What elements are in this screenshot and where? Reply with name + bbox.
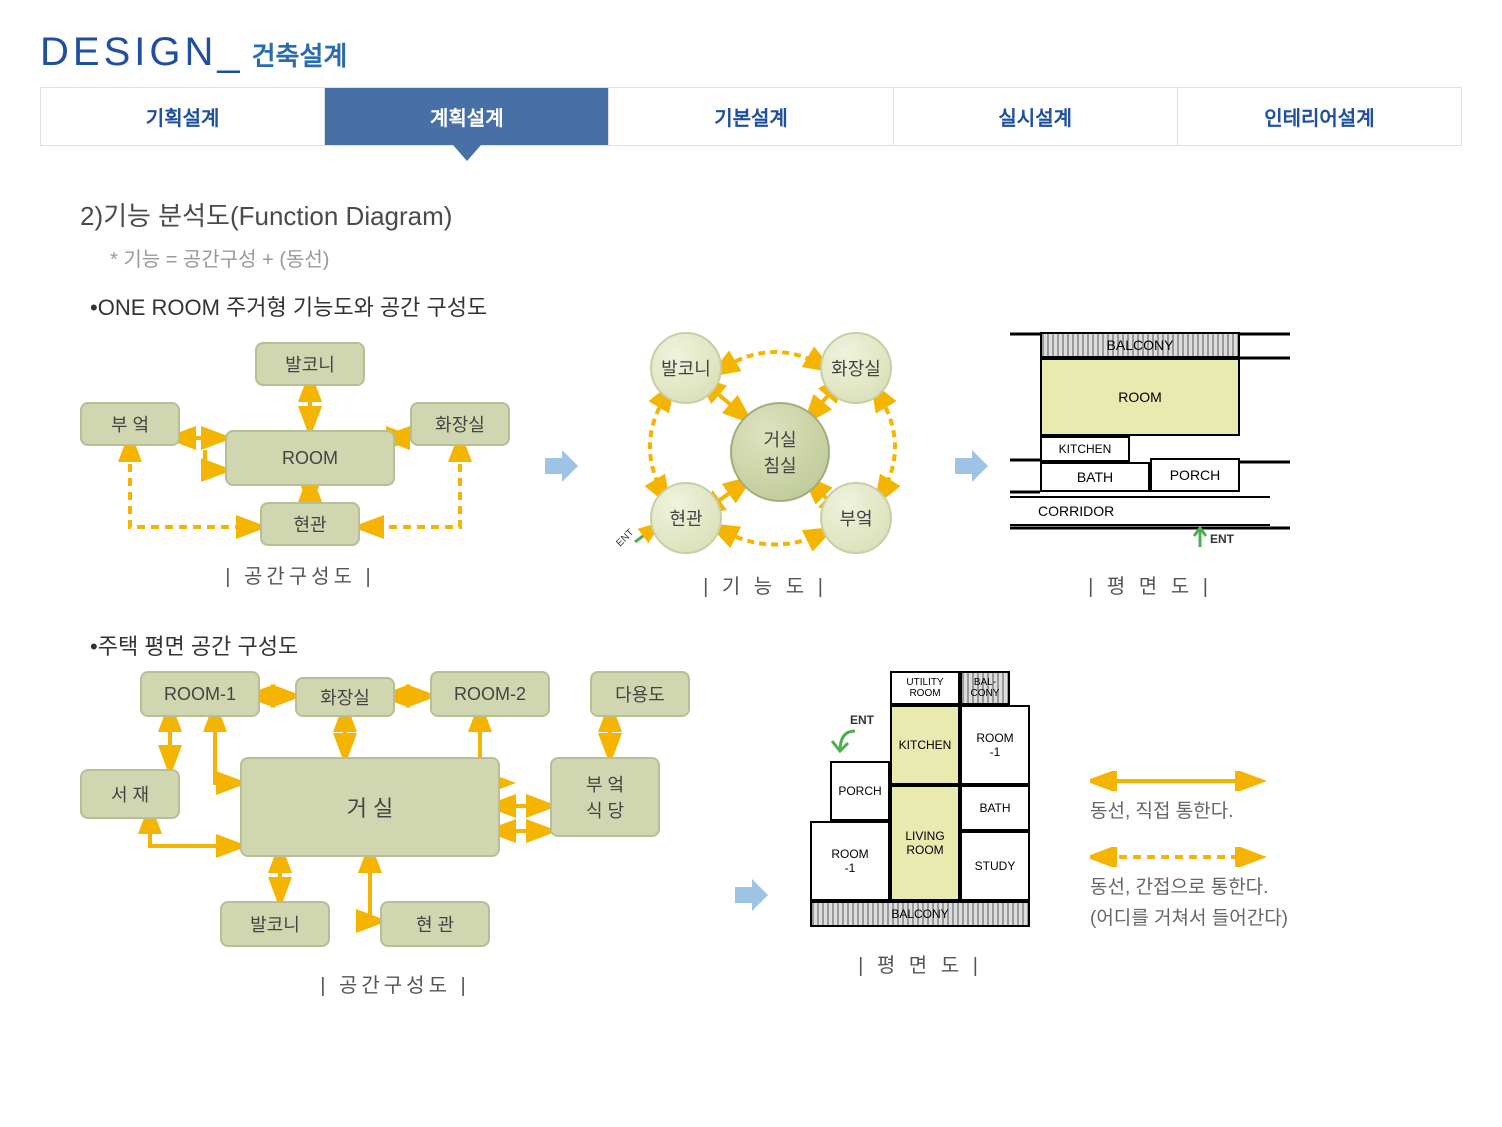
legend-direct: 동선, 직접 통한다.	[1090, 797, 1288, 827]
legend-dashed-arrow-icon	[1090, 847, 1270, 867]
p2-ent-label: ENT	[850, 713, 874, 727]
tab-0[interactable]: 기획설계	[41, 88, 325, 145]
p2-balc2: BAL- CONY	[960, 671, 1010, 705]
d3-room1: ROOM-1	[140, 671, 260, 717]
caption-plan-1: | 평 면 도 |	[1010, 570, 1290, 599]
arrow-icon	[950, 446, 990, 486]
plan1-balcony: BALCONY	[1040, 332, 1240, 358]
box-ent: 현관	[260, 502, 360, 546]
section-title: 2)기능 분석도(Function Diagram)	[80, 196, 1422, 233]
circle-bath: 화장실	[820, 332, 892, 404]
diagram-space-1: 발코니 부 엌 ROOM 화장실 현관 | 공간구성도 |	[80, 342, 520, 589]
d3-living: 거 실	[240, 757, 500, 857]
circle-balcony: 발코니	[650, 332, 722, 404]
caption-function: | 기 능 도 |	[600, 570, 930, 599]
plan1-kitchen: KITCHEN	[1040, 436, 1130, 462]
legend-solid-arrow-icon	[1090, 771, 1270, 791]
p2-kitchen: KITCHEN	[890, 705, 960, 785]
tab-2[interactable]: 기본설계	[609, 88, 893, 145]
plan1-bath: BATH	[1040, 462, 1150, 492]
section-note: * 기능 = 공간구성 + (동선)	[110, 243, 1422, 272]
diagram-plan-1: BALCONY ROOM KITCHEN BATH PORCH CORRIDOR…	[1010, 332, 1290, 599]
box-room: ROOM	[225, 430, 395, 486]
caption-space-2: | 공간구성도 |	[80, 969, 710, 998]
d3-balcony: 발코니	[220, 901, 330, 947]
plan1-ent-label: ENT	[1210, 532, 1234, 546]
d3-bath: 화장실	[295, 677, 395, 717]
tabs: 기획설계 계획설계 기본설계 실시설계 인테리어설계	[40, 87, 1462, 146]
p2-study: STUDY	[960, 831, 1030, 901]
box-kitchen: 부 엌	[80, 402, 180, 446]
caption-plan-2: | 평 면 도 |	[790, 949, 1050, 978]
p2-balcony: BALCONY	[810, 901, 1030, 927]
diagram-function: ENT 거실 침실 발코니 화장실 현관 부엌 | 기 능 도 |	[600, 332, 930, 599]
plan1-corridor: CORRIDOR	[1010, 496, 1270, 526]
p2-living: LIVING ROOM	[890, 785, 960, 901]
title-main: DESIGN_	[40, 30, 244, 75]
plan1-porch: PORCH	[1150, 458, 1240, 492]
caption-space-1: | 공간구성도 |	[80, 560, 520, 589]
d3-util: 다용도	[590, 671, 690, 717]
p2-roomL: ROOM -1	[810, 821, 890, 901]
svg-text:ENT: ENT	[614, 527, 636, 549]
legend-indirect: 동선, 간접으로 통한다. (어디를 거쳐서 들어간다)	[1090, 873, 1288, 934]
p2-porch: PORCH	[830, 761, 890, 821]
row-oneroom: 발코니 부 엌 ROOM 화장실 현관 | 공간구성도 |	[80, 332, 1422, 599]
box-balcony: 발코니	[255, 342, 365, 386]
d3-study: 서 재	[80, 769, 180, 819]
content: 2)기능 분석도(Function Diagram) * 기능 = 공간구성 +…	[40, 146, 1462, 1048]
diagram-space-2: ROOM-1 화장실 ROOM-2 다용도 서 재 거 실 부 엌 식 당 발코…	[80, 671, 710, 998]
p2-room1: ROOM -1	[960, 705, 1030, 785]
circle-kitchen: 부엌	[820, 482, 892, 554]
arrow-icon	[540, 446, 580, 486]
p2-utility: UTILITY ROOM	[890, 671, 960, 705]
d3-room2: ROOM-2	[430, 671, 550, 717]
d3-dining: 부 엌 식 당	[550, 757, 660, 837]
page-title: DESIGN_ 건축설계	[40, 30, 1462, 75]
circle-center: 거실 침실	[730, 402, 830, 502]
tab-3[interactable]: 실시설계	[894, 88, 1178, 145]
circle-ent: 현관	[650, 482, 722, 554]
plan1-room: ROOM	[1040, 358, 1240, 436]
d3-ent: 현 관	[380, 901, 490, 947]
p2-bath: BATH	[960, 785, 1030, 831]
tab-4[interactable]: 인테리어설계	[1178, 88, 1461, 145]
title-sub: 건축설계	[252, 36, 348, 73]
box-bath: 화장실	[410, 402, 510, 446]
arrow-icon	[730, 875, 770, 915]
tab-1[interactable]: 계획설계	[325, 88, 609, 145]
sub-title-2: •주택 평면 공간 구성도	[90, 629, 1422, 661]
row-house: ROOM-1 화장실 ROOM-2 다용도 서 재 거 실 부 엌 식 당 발코…	[80, 671, 1422, 998]
diagram-plan-2: UTILITY ROOM BAL- CONY KITCHEN ROOM -1 P…	[790, 671, 1050, 978]
legend: 동선, 직접 통한다. 동선, 간접으로 통한다. (어디를 거쳐서 들어간다)	[1090, 771, 1288, 934]
sub-title-1: •ONE ROOM 주거형 기능도와 공간 구성도	[90, 290, 1422, 322]
